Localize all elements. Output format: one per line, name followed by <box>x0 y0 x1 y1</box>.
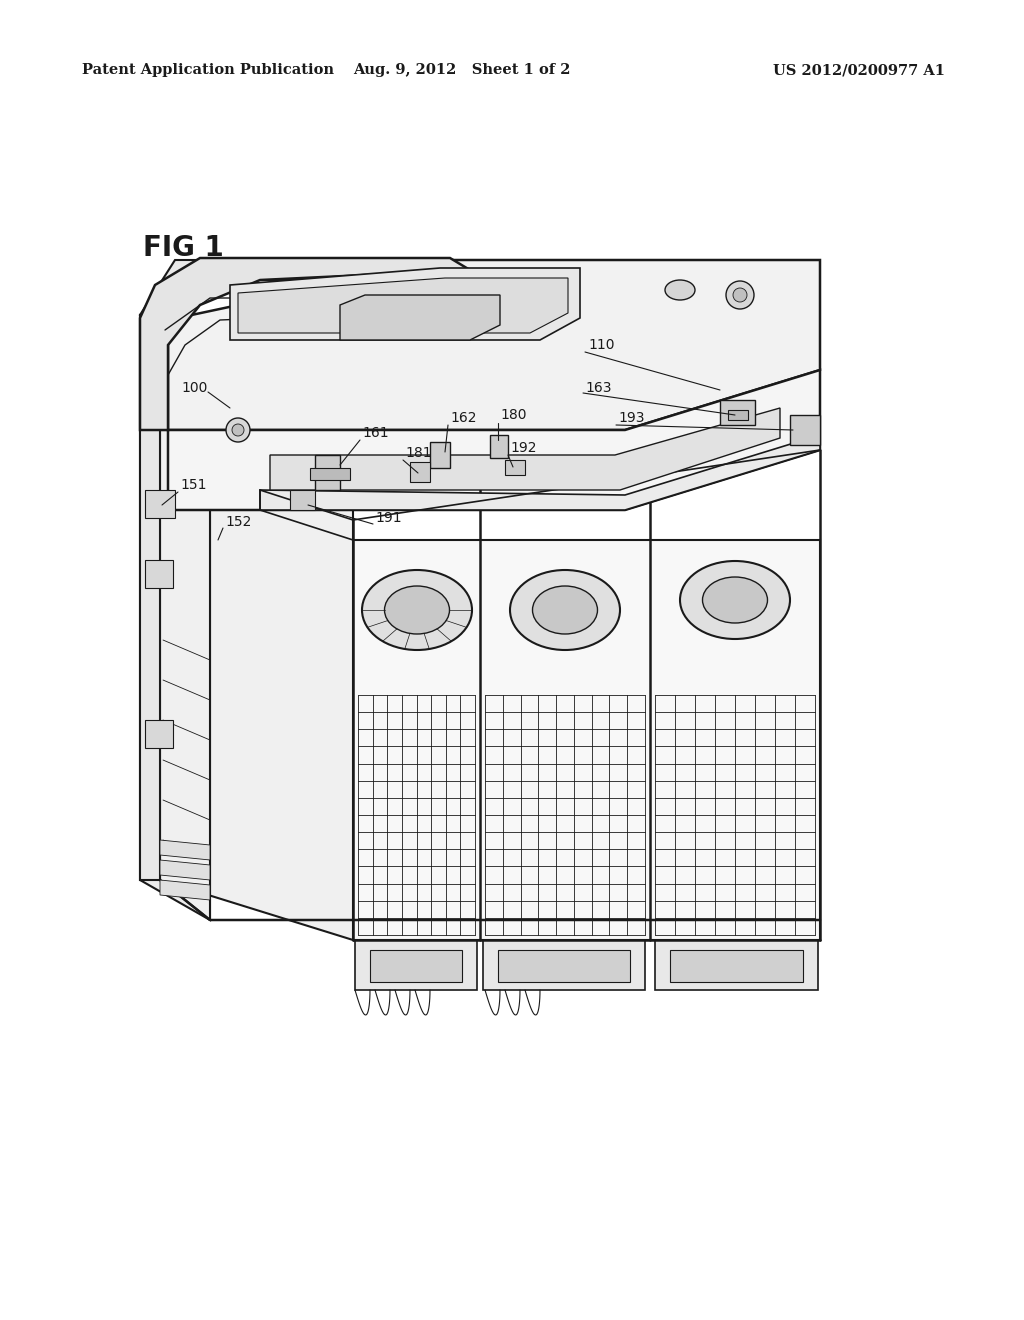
Text: Patent Application Publication: Patent Application Publication <box>82 63 334 77</box>
Text: 100: 100 <box>182 381 208 395</box>
Text: 152: 152 <box>225 515 251 529</box>
Polygon shape <box>720 400 755 425</box>
Polygon shape <box>140 260 450 330</box>
Ellipse shape <box>665 280 695 300</box>
Polygon shape <box>290 490 315 510</box>
Polygon shape <box>310 469 350 480</box>
Polygon shape <box>490 436 508 458</box>
Polygon shape <box>353 540 820 940</box>
Text: 191: 191 <box>375 511 401 525</box>
Polygon shape <box>140 315 168 880</box>
Ellipse shape <box>532 586 597 634</box>
Text: 162: 162 <box>450 411 476 425</box>
Polygon shape <box>370 950 462 982</box>
FancyBboxPatch shape <box>145 719 173 748</box>
Text: FIG 1: FIG 1 <box>143 234 224 261</box>
Ellipse shape <box>384 586 450 634</box>
Text: 180: 180 <box>500 408 526 422</box>
Text: 110: 110 <box>588 338 614 352</box>
Polygon shape <box>160 861 210 880</box>
Polygon shape <box>728 411 748 420</box>
Circle shape <box>232 424 244 436</box>
Circle shape <box>226 418 250 442</box>
Polygon shape <box>160 430 353 940</box>
Polygon shape <box>498 950 630 982</box>
Polygon shape <box>160 840 210 861</box>
FancyBboxPatch shape <box>145 560 173 587</box>
Text: 163: 163 <box>585 381 611 395</box>
Text: 193: 193 <box>618 411 644 425</box>
Polygon shape <box>483 940 645 990</box>
Polygon shape <box>270 408 780 490</box>
Polygon shape <box>168 370 820 510</box>
Polygon shape <box>340 294 500 341</box>
Text: 151: 151 <box>180 478 207 492</box>
Polygon shape <box>505 459 525 475</box>
Polygon shape <box>655 940 818 990</box>
Polygon shape <box>160 355 210 920</box>
FancyBboxPatch shape <box>145 490 175 517</box>
Polygon shape <box>230 268 580 341</box>
Text: 161: 161 <box>362 426 389 440</box>
Ellipse shape <box>702 577 768 623</box>
Polygon shape <box>140 257 470 430</box>
Polygon shape <box>315 455 340 490</box>
Polygon shape <box>140 315 210 920</box>
Polygon shape <box>410 462 430 482</box>
Ellipse shape <box>362 570 472 649</box>
Text: 181: 181 <box>406 446 432 459</box>
Ellipse shape <box>680 561 790 639</box>
Text: US 2012/0200977 A1: US 2012/0200977 A1 <box>773 63 945 77</box>
Polygon shape <box>355 940 477 990</box>
Ellipse shape <box>510 570 620 649</box>
Text: 192: 192 <box>510 441 537 455</box>
Polygon shape <box>790 414 820 445</box>
Polygon shape <box>430 442 450 469</box>
Circle shape <box>726 281 754 309</box>
Polygon shape <box>168 260 820 430</box>
Text: Aug. 9, 2012   Sheet 1 of 2: Aug. 9, 2012 Sheet 1 of 2 <box>353 63 570 77</box>
Polygon shape <box>670 950 803 982</box>
Polygon shape <box>238 279 568 333</box>
Polygon shape <box>160 880 210 900</box>
Circle shape <box>733 288 746 302</box>
Polygon shape <box>260 436 820 510</box>
